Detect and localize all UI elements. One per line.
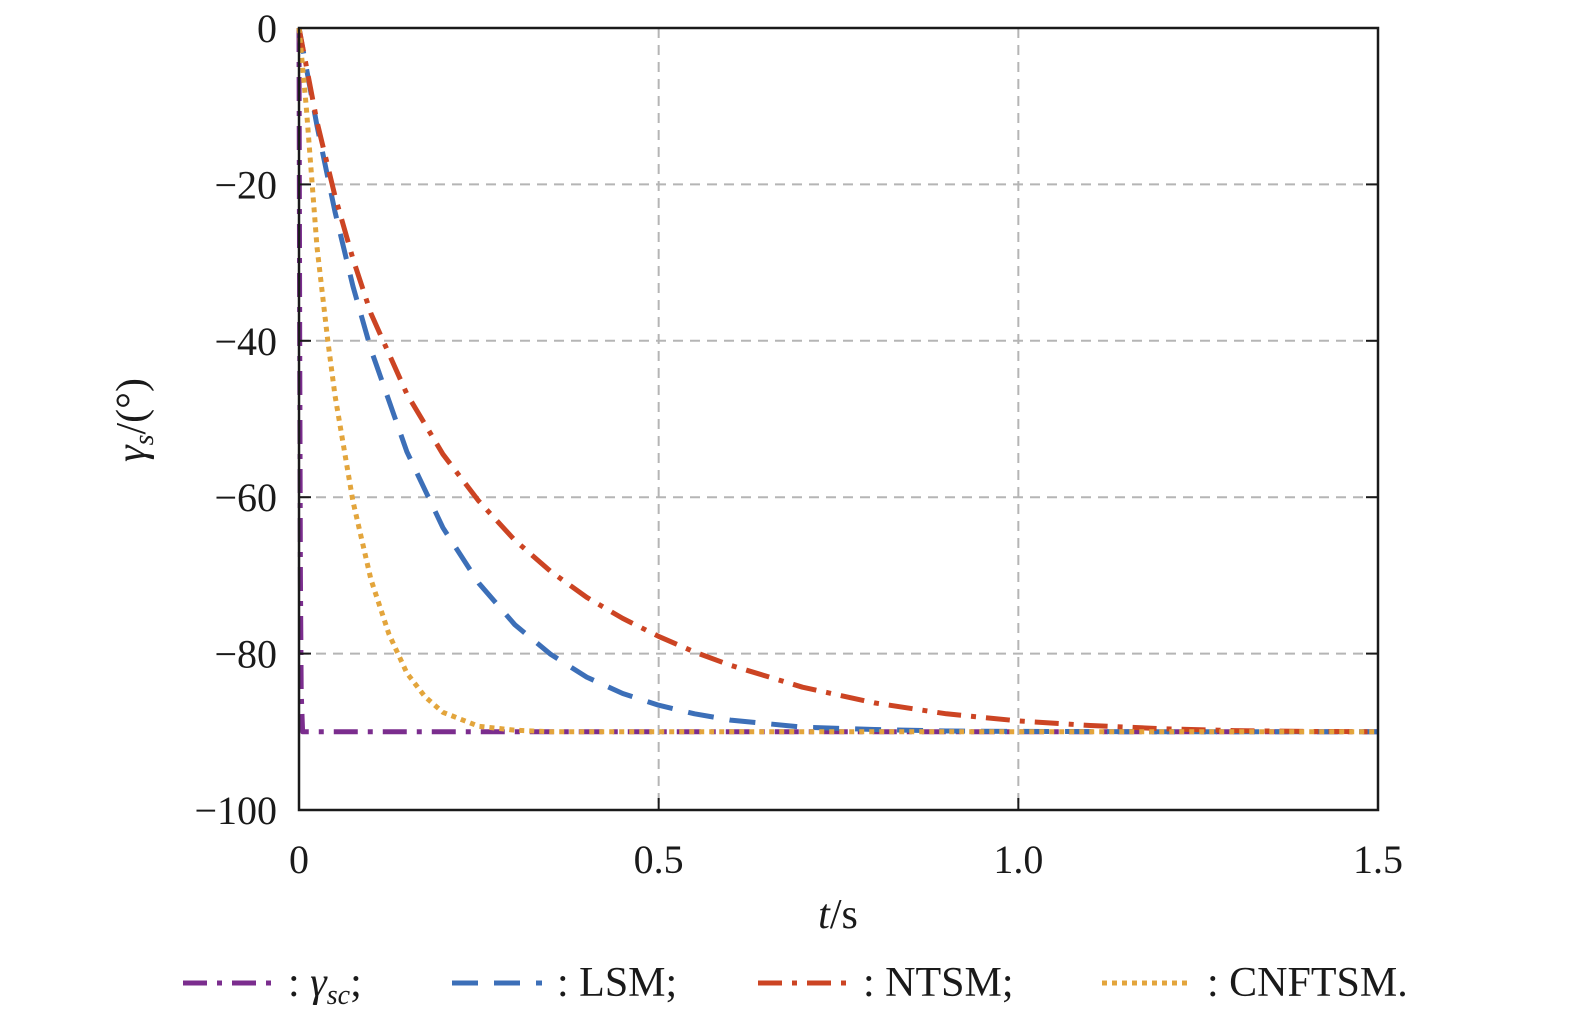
legend-label-gamma-sc: : γsc; xyxy=(288,960,362,1011)
y-axis-label-unit: /(°) xyxy=(109,378,155,434)
legend-colon: : xyxy=(1207,960,1229,1006)
legend-gamma-symbol: γ xyxy=(310,960,328,1006)
legend-label-cnftsm: : CNFTSM. xyxy=(1207,960,1408,1006)
series-line-gamma_sc xyxy=(296,27,1378,735)
x-tick-label: 1.5 xyxy=(1353,837,1403,882)
series-line-cnftsm xyxy=(296,27,1378,735)
legend-label-ntsm: : NTSM; xyxy=(863,960,1014,1006)
legend-label-lsm: : LSM; xyxy=(557,960,677,1006)
legend-gamma-suffix: ; xyxy=(350,960,362,1006)
legend-item-lsm: : LSM; xyxy=(452,960,677,1006)
x-axis-label: t/s xyxy=(818,892,858,938)
series-line-lsm xyxy=(296,27,1378,735)
y-tick-label: −100 xyxy=(194,788,277,833)
y-tick-label: −80 xyxy=(214,632,277,677)
axis-ticks: 0 0.5 1.0 1.5 0 −20 −40 −60 −80 −100 xyxy=(194,6,1403,882)
grid-lines xyxy=(299,28,1378,810)
legend-item-cnftsm: : CNFTSM. xyxy=(1102,960,1408,1006)
legend-lsm-text: LSM; xyxy=(579,960,677,1006)
x-axis-label-symbol: t xyxy=(818,892,831,938)
y-axis-label: γs/(°) xyxy=(109,378,160,462)
legend-cnftsm-text: CNFTSM. xyxy=(1229,960,1408,1006)
series-lines xyxy=(296,27,1379,735)
y-tick-label: −60 xyxy=(214,475,277,520)
x-tick-label: 0.5 xyxy=(634,837,684,882)
legend-gamma-subscript: sc xyxy=(327,980,351,1011)
series-line-ntsm xyxy=(296,27,1379,735)
legend-colon: : xyxy=(557,960,579,1006)
legend-item-ntsm: : NTSM; xyxy=(758,960,1014,1006)
y-tick-label: 0 xyxy=(257,6,277,51)
plot-frame xyxy=(297,26,1380,812)
legend-item-gamma-sc: : γsc; xyxy=(183,960,362,1011)
y-tick-label: −20 xyxy=(214,162,277,207)
x-tick-label: 0 xyxy=(289,837,309,882)
legend-colon: : xyxy=(288,960,310,1006)
legend-ntsm-text: NTSM; xyxy=(885,960,1013,1006)
x-axis-label-unit: /s xyxy=(830,892,858,938)
y-tick-label: −40 xyxy=(214,319,277,364)
legend-colon: : xyxy=(863,960,885,1006)
y-axis-label-subscript: s xyxy=(129,434,160,445)
y-axis-label-symbol: γ xyxy=(109,444,155,462)
legend: : γsc; : LSM; : NTSM; : CNFTSM. xyxy=(183,960,1408,1011)
x-tick-label: 1.0 xyxy=(993,837,1043,882)
